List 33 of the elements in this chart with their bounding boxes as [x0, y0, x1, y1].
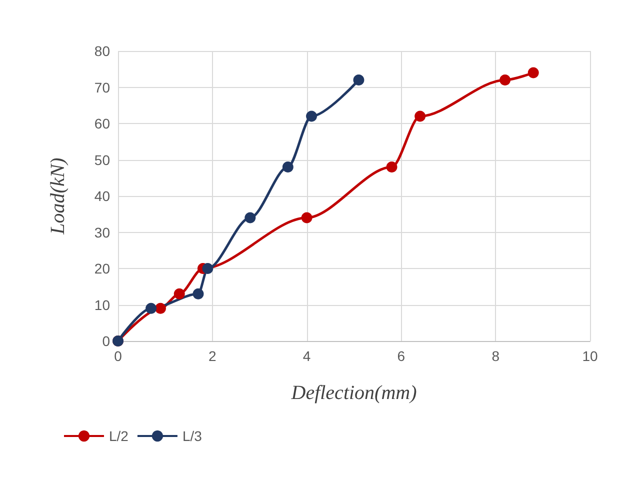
point — [282, 162, 294, 172]
y-axis-title: Load(kN) — [47, 157, 69, 236]
point — [146, 302, 157, 314]
x-tick-label: 10 — [582, 348, 598, 364]
point — [202, 263, 214, 274]
point — [154, 302, 166, 314]
y-tick-label: 20 — [94, 260, 110, 276]
y-tick-label: 50 — [94, 152, 110, 168]
x-axis-title: Deflection(mm) — [290, 382, 418, 404]
y-tick-label: 70 — [94, 79, 110, 96]
x-tick-label: 8 — [492, 348, 500, 364]
point — [353, 74, 364, 86]
y-tick-label: 60 — [94, 116, 110, 132]
x-tick-label: 6 — [397, 348, 406, 364]
point — [301, 212, 312, 224]
y-tick-label: 40 — [94, 188, 110, 204]
y-tick-label: 30 — [94, 224, 110, 240]
x-tick-label: 4 — [302, 348, 311, 364]
x-tick-label: 0 — [114, 348, 122, 364]
point — [192, 288, 204, 300]
legend-label: L/3 — [182, 428, 202, 444]
point — [174, 288, 185, 300]
y-tick-label: 10 — [94, 296, 110, 313]
y-tick-label: 0 — [102, 333, 110, 349]
x-tick-label: 2 — [208, 348, 216, 364]
point — [306, 110, 318, 122]
point — [500, 74, 511, 86]
point — [386, 162, 398, 172]
point — [528, 67, 539, 78]
point — [414, 110, 426, 122]
point — [244, 212, 256, 224]
legend-label: L/2 — [109, 428, 129, 444]
y-tick-label: 80 — [94, 43, 110, 59]
